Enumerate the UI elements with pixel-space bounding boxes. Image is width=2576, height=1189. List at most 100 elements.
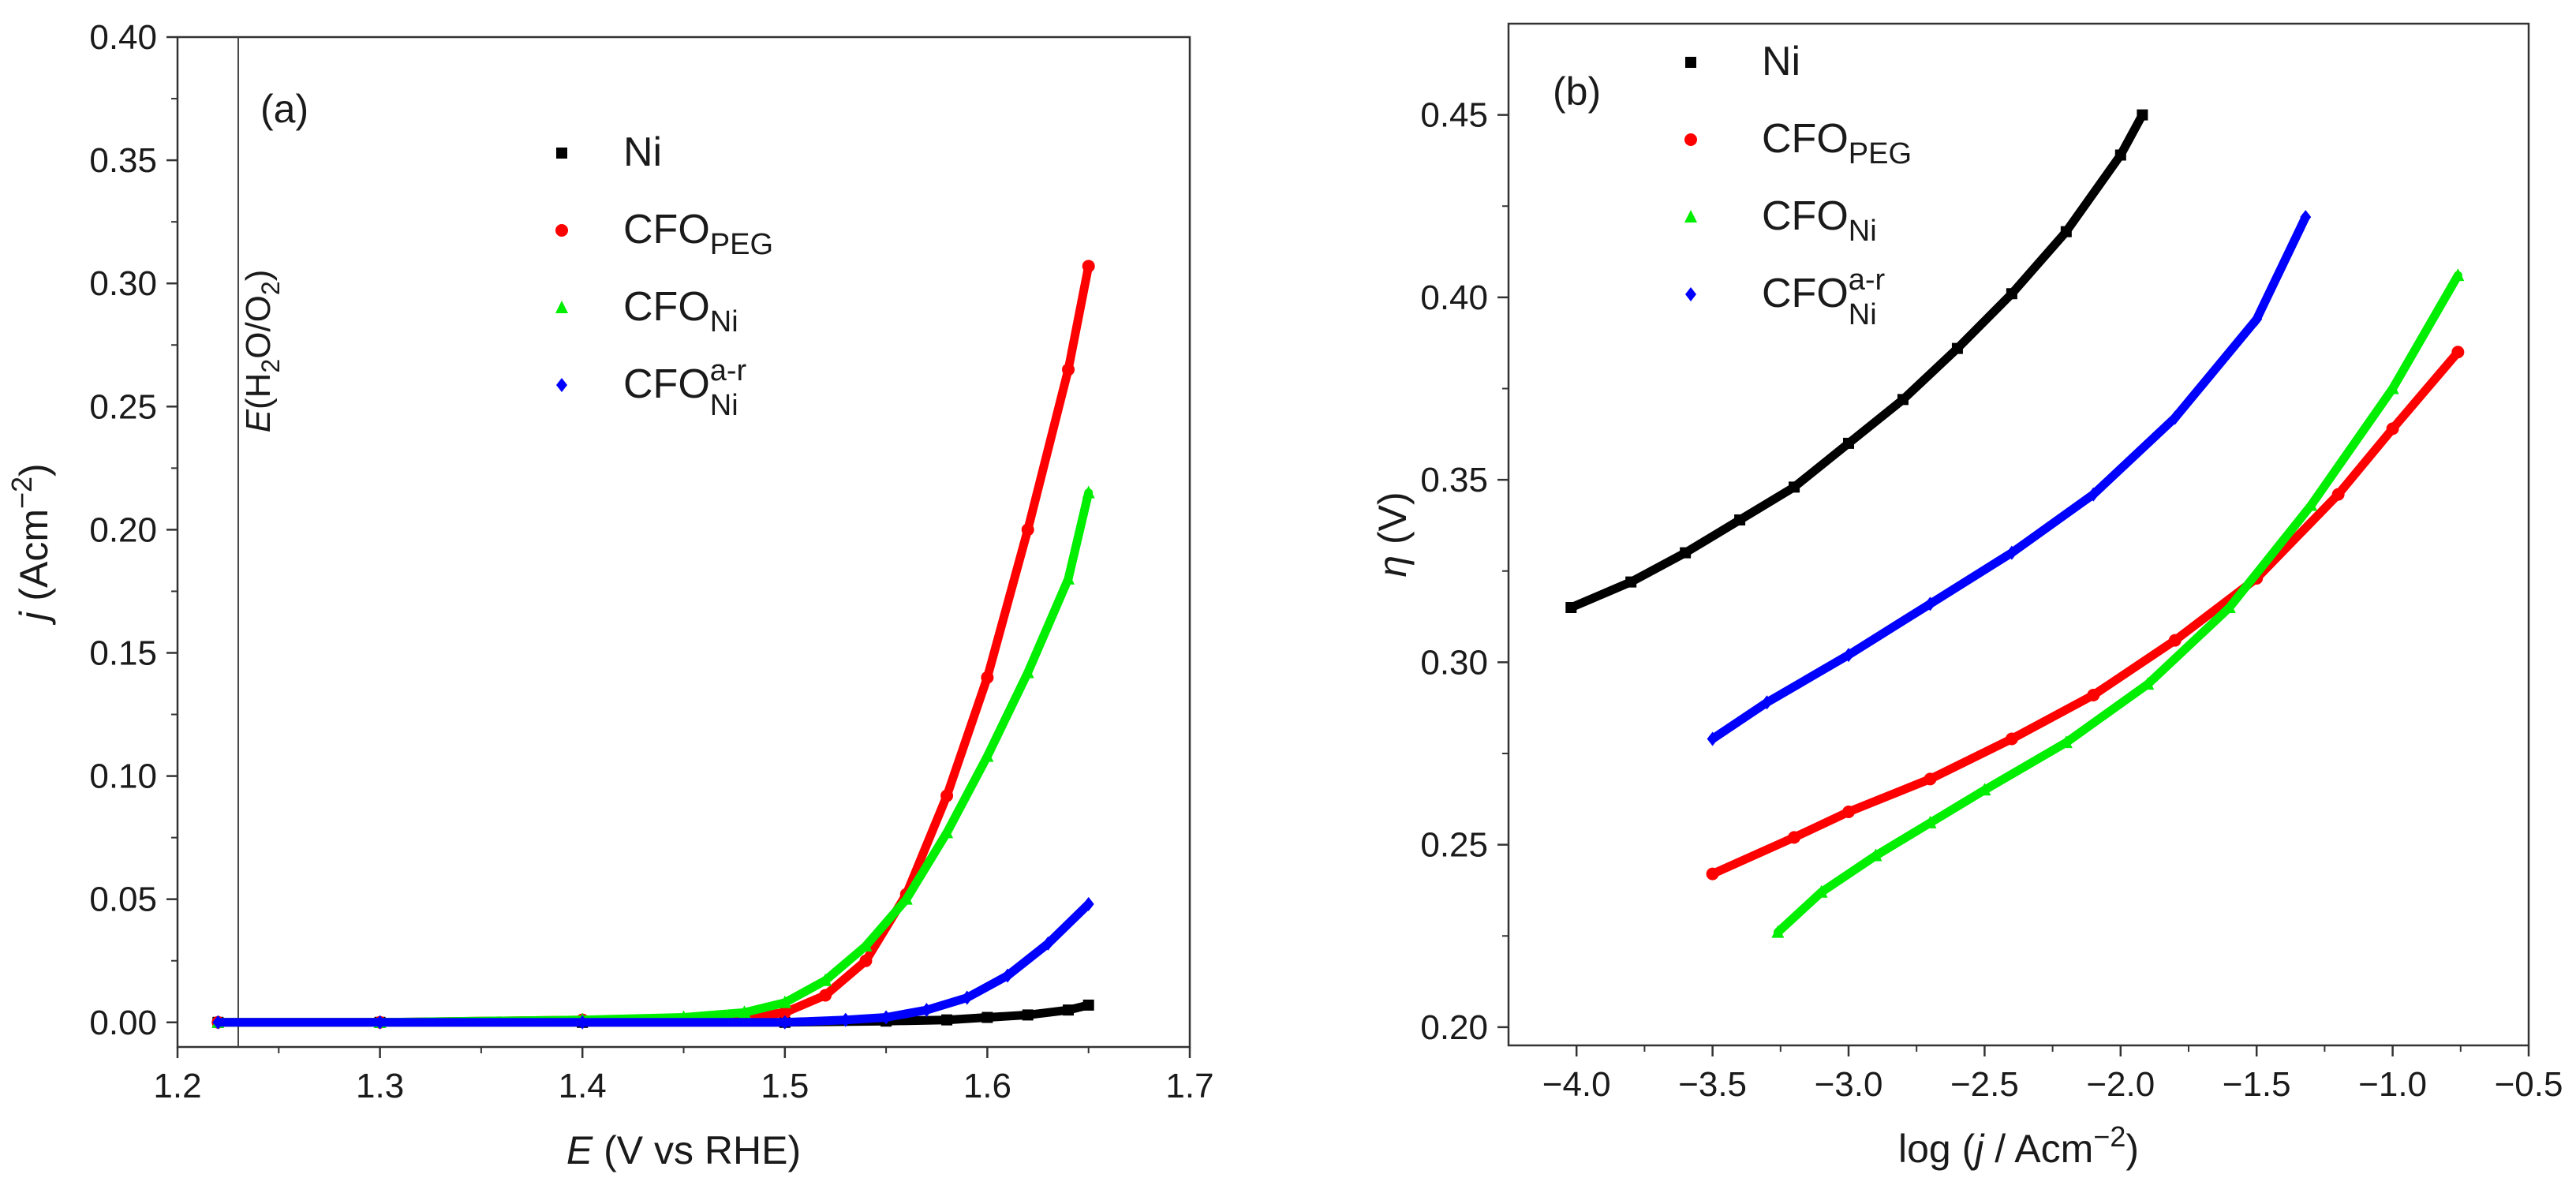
data-point — [374, 1015, 386, 1030]
x-tick-label: −2.5 — [1950, 1065, 2019, 1104]
data-point — [2006, 545, 2017, 560]
y-tick-label: 0.40 — [89, 18, 157, 57]
x-tick-label: −3.0 — [1815, 1065, 1883, 1104]
y-tick-label: 0.30 — [1420, 643, 1488, 682]
data-point — [1082, 260, 1095, 273]
series-line-2 — [1773, 271, 2462, 937]
legend-entry: CFOa-r Ni — [1762, 264, 1886, 331]
data-point — [1707, 731, 1718, 746]
data-point — [961, 990, 973, 1005]
data-point — [1924, 772, 1937, 786]
data-point — [778, 995, 791, 1008]
data-point — [1022, 1009, 1034, 1021]
data-point — [899, 892, 913, 905]
legend-marker — [1685, 57, 1696, 68]
data-point — [1843, 648, 1854, 663]
data-point — [1843, 437, 1854, 449]
data-point — [2305, 498, 2318, 511]
legend-marker — [1684, 133, 1697, 146]
y-tick-label: 0.45 — [1420, 96, 1488, 135]
data-point — [981, 1011, 993, 1023]
panel-label: (a) — [260, 87, 308, 131]
series-line-1 — [1708, 347, 2462, 879]
data-point — [2006, 288, 2017, 300]
data-point — [1788, 831, 1801, 844]
series-line-3 — [213, 899, 1094, 1027]
x-tick-label: −1.0 — [2358, 1065, 2427, 1104]
data-point — [779, 1015, 791, 1030]
y-tick-label: 0.40 — [1420, 279, 1488, 317]
data-point — [2169, 410, 2181, 425]
data-point — [1951, 342, 1963, 354]
data-point — [1734, 514, 1746, 525]
x-tick-label: −3.5 — [1678, 1065, 1747, 1104]
data-point — [2060, 226, 2072, 237]
data-point — [819, 989, 832, 1002]
x-tick-label: 1.7 — [1165, 1067, 1213, 1105]
x-tick-label: 1.2 — [153, 1067, 201, 1105]
data-point — [2141, 677, 2155, 690]
data-point — [2005, 732, 2018, 746]
data-point — [212, 1015, 224, 1030]
data-point — [1815, 884, 1828, 898]
panel-a: 1.2 1.3 1.4 1.5 1.6 1.7 0.00 0.05 0.10 0.15 0.20 0.… — [6, 18, 1214, 1172]
y-tick-label: 0.20 — [89, 510, 157, 549]
data-point — [1042, 936, 1054, 951]
x-tick-label: −0.5 — [2495, 1065, 2563, 1104]
data-point — [1021, 665, 1034, 679]
x-tick-label: 1.4 — [559, 1067, 607, 1105]
data-point — [981, 671, 994, 684]
data-point — [880, 1010, 892, 1025]
data-point — [1082, 999, 1094, 1011]
data-point — [2114, 149, 2126, 161]
legend-entry: CFOPEG — [1762, 116, 1912, 170]
y-tick-label: 0.35 — [89, 141, 157, 180]
data-point — [2087, 689, 2100, 701]
y-tick-label: 0.35 — [1420, 461, 1488, 499]
data-point — [981, 749, 994, 762]
data-point — [1002, 968, 1014, 983]
data-point — [2223, 600, 2236, 613]
data-point — [921, 1003, 933, 1018]
data-point — [2251, 312, 2263, 327]
data-point — [1063, 1004, 1075, 1016]
legend-marker — [556, 148, 567, 159]
data-point — [940, 789, 954, 802]
data-point — [1082, 485, 1095, 499]
legend-entry: Ni — [1762, 39, 1800, 84]
legend-marker — [555, 224, 568, 237]
y-tick-label: 0.05 — [89, 881, 157, 919]
plot-frame — [176, 36, 1191, 1049]
data-point — [1680, 547, 1692, 559]
legend-entry: CFONi — [1762, 193, 1877, 248]
data-point — [2088, 487, 2099, 502]
y-tick-label: 0.30 — [89, 264, 157, 303]
x-axis-title: log (j / Acm−2) — [1898, 1120, 2139, 1171]
data-point — [839, 1012, 851, 1027]
x-axis-title: E (V vs RHE) — [566, 1128, 801, 1172]
data-point — [1761, 695, 1773, 710]
data-point — [1082, 896, 1094, 911]
data-point — [1789, 481, 1800, 493]
x-tick-label: 1.6 — [963, 1067, 1011, 1105]
x-tick-label: 1.5 — [761, 1067, 809, 1105]
legend-marker — [556, 378, 567, 392]
data-point — [2059, 735, 2073, 749]
data-point — [778, 1006, 791, 1019]
data-point — [1021, 523, 1034, 537]
panel-label: (b) — [1553, 69, 1601, 114]
data-point — [1625, 576, 1637, 588]
x-tick-label: −1.5 — [2223, 1065, 2291, 1104]
data-point — [859, 939, 873, 952]
series-line-0 — [1566, 110, 2147, 612]
data-point — [1869, 848, 1882, 862]
x-tick-label: 1.3 — [356, 1067, 404, 1105]
y-tick-label: 0.20 — [1420, 1008, 1488, 1047]
legend-entry: CFOa-r Ni — [623, 354, 747, 422]
data-point — [1897, 394, 1909, 406]
data-point — [2137, 109, 2148, 121]
data-point — [940, 825, 954, 839]
y-tick-label: 0.00 — [89, 1004, 157, 1042]
legend-marker — [1684, 210, 1697, 222]
